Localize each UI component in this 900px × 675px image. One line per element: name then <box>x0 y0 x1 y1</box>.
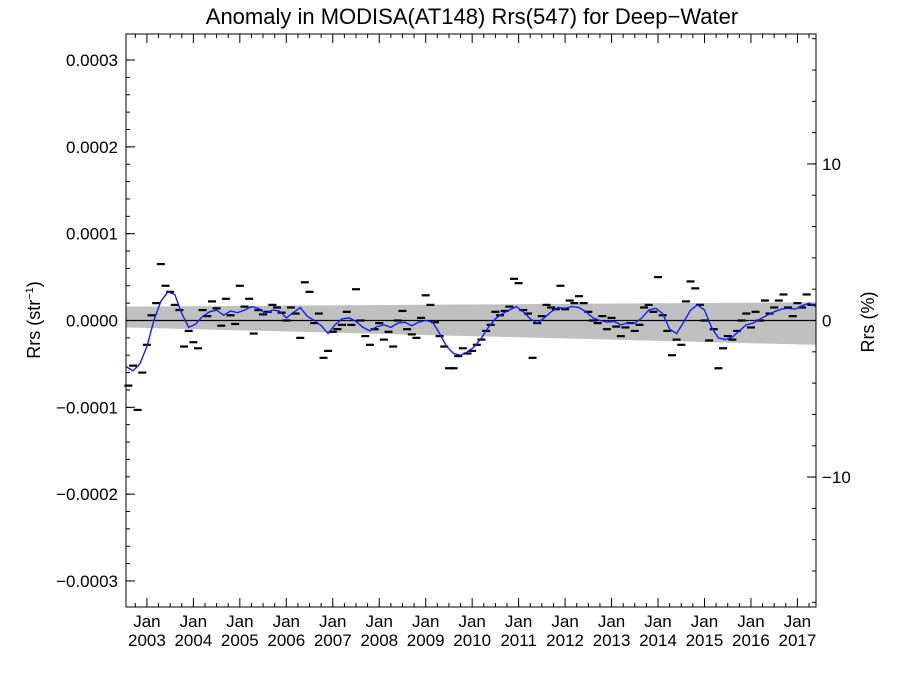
x-tick-label-month: Jan <box>598 612 625 631</box>
smoothed-line <box>125 291 817 372</box>
x-tick-label-year: 2007 <box>314 631 352 650</box>
y-axis-label-left: Rrs (str−1) <box>24 281 44 359</box>
x-tick-label-month: Jan <box>226 612 253 631</box>
y-tick-label-left: 0.0001 <box>66 225 118 244</box>
y-axis-label-left-close: ) <box>24 281 44 287</box>
x-tick-label-month: Jan <box>180 612 207 631</box>
x-tick-label-year: 2008 <box>360 631 398 650</box>
x-tick-label-year: 2006 <box>267 631 305 650</box>
y-axis-label-left-text: Rrs (str <box>24 300 44 359</box>
y-tick-label-left: 0.0003 <box>66 51 118 70</box>
y-tick-label-right: 0 <box>822 312 831 331</box>
x-tick-label-year: 2013 <box>593 631 631 650</box>
x-tick-label-year: 2014 <box>639 631 677 650</box>
x-tick-label-month: Jan <box>505 612 532 631</box>
x-tick-label-year: 2012 <box>546 631 584 650</box>
x-tick-label-year: 2015 <box>686 631 724 650</box>
y-tick-label-left: −0.0003 <box>56 572 118 591</box>
x-tick-label-month: Jan <box>273 612 300 631</box>
x-tick-label-year: 2004 <box>174 631 212 650</box>
x-tick-label-month: Jan <box>412 612 439 631</box>
x-tick-label-year: 2010 <box>453 631 491 650</box>
x-tick-label-month: Jan <box>644 612 671 631</box>
x-tick-label-month: Jan <box>366 612 393 631</box>
y-tick-label-left: −0.0002 <box>56 485 118 504</box>
y-axis-label-left-exponent: −1 <box>24 287 36 300</box>
y-tick-label-left: −0.0001 <box>56 398 118 417</box>
x-tick-label-month: Jan <box>737 612 764 631</box>
x-tick-label-year: 2016 <box>732 631 770 650</box>
y-tick-label-left: 0.0002 <box>66 138 118 157</box>
x-tick-label-month: Jan <box>319 612 346 631</box>
plot-area: 0.0003 0.0002 0.0001 0.0000 −0.0001 −0.0002 −0… <box>56 33 851 650</box>
x-tick-label-year: 2011 <box>500 631 537 650</box>
y-tick-label-right: −10 <box>822 468 851 487</box>
x-tick-label-month: Jan <box>784 612 811 631</box>
x-tick-label-month: Jan <box>133 612 160 631</box>
x-tick-label-month: Jan <box>551 612 578 631</box>
x-tick-label-year: 2005 <box>221 631 259 650</box>
y-tick-label-right: 10 <box>822 155 841 174</box>
x-tick-label-year: 2003 <box>128 631 166 650</box>
x-tick-label-year: 2009 <box>407 631 445 650</box>
y-axis-label-right: Rrs (%) <box>858 292 878 353</box>
x-tick-label-month: Jan <box>458 612 485 631</box>
chart-title: Anomaly in MODISA(AT148) Rrs(547) for De… <box>206 4 738 29</box>
x-tick-label-month: Jan <box>691 612 718 631</box>
x-tick-label-year: 2017 <box>779 631 817 650</box>
y-tick-label-left: 0.0000 <box>66 312 118 331</box>
